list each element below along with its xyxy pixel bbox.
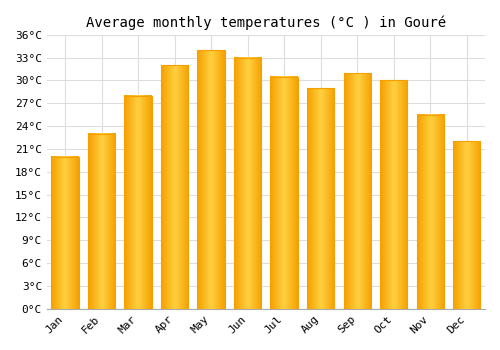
Bar xyxy=(344,73,371,309)
Bar xyxy=(124,96,152,309)
Bar xyxy=(307,88,334,309)
Bar xyxy=(234,58,262,309)
Bar xyxy=(416,115,444,309)
Bar xyxy=(88,134,116,309)
Bar xyxy=(270,77,298,309)
Bar xyxy=(380,80,407,309)
Bar xyxy=(453,141,480,309)
Bar xyxy=(52,156,79,309)
Bar xyxy=(198,50,225,309)
Bar xyxy=(161,65,188,309)
Title: Average monthly temperatures (°C ) in Gouré: Average monthly temperatures (°C ) in Go… xyxy=(86,15,446,29)
